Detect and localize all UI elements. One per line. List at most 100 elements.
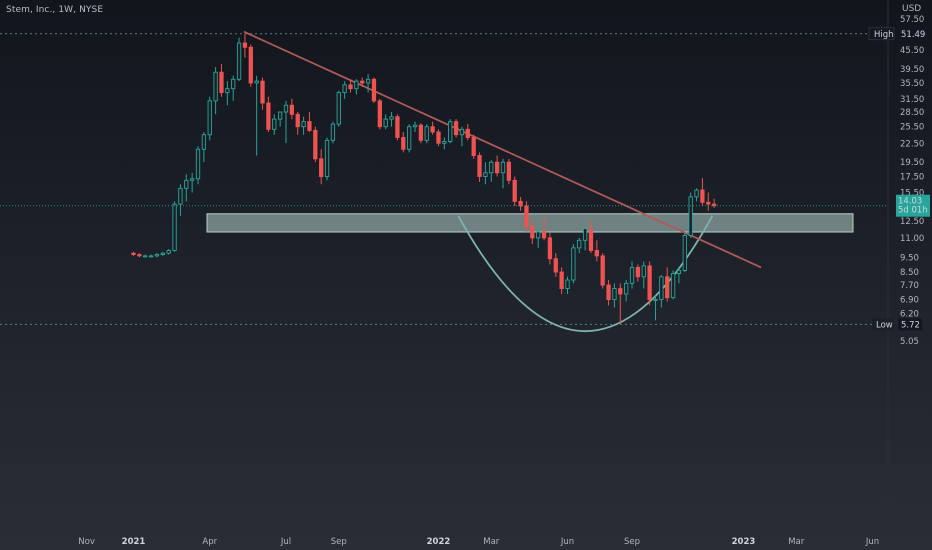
candle-body[interactable] [295,113,300,128]
candle-body[interactable] [319,158,324,177]
candle-body[interactable] [676,269,682,275]
candle-body[interactable] [635,266,641,278]
candle-body[interactable] [665,276,670,299]
candle-body[interactable] [641,265,646,278]
candle-body[interactable] [383,118,388,128]
candle-body[interactable] [330,123,336,141]
candle-body[interactable] [201,134,207,150]
candle-body[interactable] [213,71,218,102]
candle-body[interactable] [254,80,259,84]
candle-body[interactable] [536,231,541,239]
candle-body[interactable] [541,231,547,239]
candle-body[interactable] [653,299,658,302]
candle-body[interactable] [518,200,523,207]
candle-body[interactable] [143,255,148,258]
candle-body[interactable] [260,80,265,104]
candle-body[interactable] [547,237,553,260]
candle-body[interactable] [342,84,347,94]
candle-body[interactable] [524,205,529,227]
candle-body[interactable] [565,279,570,289]
candle-body[interactable] [412,124,418,128]
candle-body[interactable] [670,273,676,299]
candle-body[interactable] [512,179,517,202]
candle-body[interactable] [606,284,611,301]
candle-body[interactable] [530,225,535,239]
candle-body[interactable] [225,88,230,94]
candle-body[interactable] [594,250,599,257]
cup-pattern-curve[interactable] [457,215,714,332]
candle-body[interactable] [471,137,476,157]
candle-body[interactable] [160,252,165,255]
candle-body[interactable] [313,129,318,160]
candle-body[interactable] [172,203,177,251]
support-zone-rect[interactable] [206,213,854,233]
candle-body[interactable] [453,121,459,136]
candle-body[interactable] [389,116,394,120]
candle-body[interactable] [448,121,453,142]
candle-body[interactable] [612,288,617,301]
candle-body[interactable] [277,111,283,120]
candle-body[interactable] [301,121,306,128]
candle-body[interactable] [506,161,512,181]
candle-body[interactable] [219,71,224,94]
candle-body[interactable] [324,139,330,177]
candle-body[interactable] [706,201,711,205]
candle-body[interactable] [600,255,605,286]
candle-body[interactable] [688,196,693,236]
candle-body[interactable] [360,80,365,84]
candle-body[interactable] [465,128,470,138]
candle-body[interactable] [131,252,136,255]
candle-body[interactable] [459,128,465,136]
candle-body[interactable] [148,255,154,258]
candle-body[interactable] [582,228,588,241]
candle-body[interactable] [442,141,447,144]
candle-body[interactable] [266,102,271,130]
candle-body[interactable] [354,80,359,90]
candle-body[interactable] [559,271,564,289]
candle-body[interactable] [647,265,652,301]
candle-body[interactable] [629,266,635,284]
candle-body[interactable] [365,78,371,84]
candle-body[interactable] [283,104,289,113]
candle-body[interactable] [407,126,412,150]
candle-body[interactable] [307,121,312,131]
candle-body[interactable] [494,161,500,174]
candle-body[interactable] [700,189,705,203]
candle-body[interactable] [682,235,687,271]
candle-body[interactable] [489,161,494,174]
symbol-title[interactable]: Stem, Inc., 1W, NYSE [6,5,104,15]
candle-body[interactable] [242,42,248,48]
candle-body[interactable] [483,172,488,177]
candle-body[interactable] [178,187,183,205]
candle-body[interactable] [571,247,576,281]
candle-body[interactable] [436,131,441,144]
candle-body[interactable] [231,78,236,90]
candle-body[interactable] [577,239,582,249]
candle-body[interactable] [553,258,558,273]
candle-body[interactable] [624,282,629,295]
candle-body[interactable] [289,104,295,115]
candle-body[interactable] [588,228,594,251]
candle-body[interactable] [659,276,664,301]
candle-body[interactable] [166,250,171,254]
candle-body[interactable] [189,178,195,181]
descending-trendline[interactable] [243,30,762,269]
candle-body[interactable] [236,42,242,80]
candle-body[interactable] [207,100,212,136]
candle-body[interactable] [184,179,189,189]
candle-body[interactable] [154,254,160,257]
candle-body[interactable] [336,92,341,125]
candle-body[interactable] [248,46,253,84]
candle-body[interactable] [477,155,482,177]
candle-body[interactable] [395,116,400,138]
candle-body[interactable] [418,124,424,141]
candle-body[interactable] [401,137,406,150]
candle-body[interactable] [618,288,623,295]
candle-body[interactable] [371,78,377,102]
candle-body[interactable] [424,126,429,141]
candle-body[interactable] [195,148,201,180]
candle-body[interactable] [500,161,506,174]
candle-body[interactable] [137,254,142,257]
candle-body[interactable] [430,126,435,133]
